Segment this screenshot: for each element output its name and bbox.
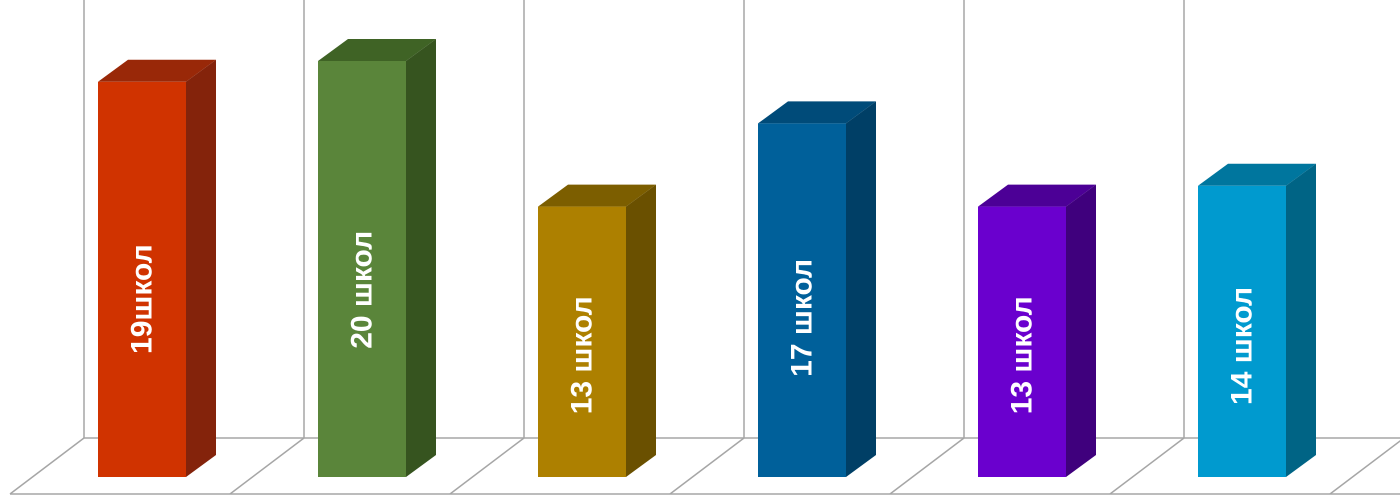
- bar-top-face: [758, 101, 876, 124]
- floor-gridline: [229, 437, 305, 495]
- bar-top-face: [98, 59, 216, 82]
- bar-front-face: [1198, 185, 1286, 478]
- floor-gridline: [1109, 437, 1185, 495]
- floor-gridline: [9, 437, 85, 495]
- bar-data-label: 17 школ: [786, 259, 819, 377]
- bar-front-face: [98, 81, 186, 478]
- bar-data-label: 20 школ: [346, 231, 379, 349]
- floor-gridline: [669, 437, 745, 495]
- bars-layer: 19школ 20 школ 13 школ 17 школ 13 школ 14 шко…: [98, 39, 1316, 478]
- bar-data-label: 13 школ: [1006, 296, 1039, 414]
- bar-side-face: [1066, 184, 1096, 477]
- bar: 20 школ: [318, 39, 436, 477]
- bar: 13 школ: [978, 184, 1096, 477]
- bar-data-label: 13 школ: [566, 296, 599, 414]
- floor-gridline: [1329, 440, 1400, 495]
- bar-front-face: [978, 206, 1066, 477]
- bar-top-face: [978, 184, 1096, 207]
- grid-layer: [9, 0, 1400, 495]
- floor-gridline: [449, 437, 525, 495]
- bar-side-face: [626, 184, 656, 477]
- bar: 14 школ: [1198, 163, 1316, 478]
- bar-side-face: [846, 101, 876, 478]
- bar-side-face: [1286, 163, 1316, 478]
- bar-top-face: [1198, 163, 1316, 186]
- bar-front-face: [758, 123, 846, 478]
- bar-top-face: [318, 39, 436, 61]
- bar-side-face: [406, 39, 436, 477]
- bar-data-label: 19школ: [126, 244, 159, 354]
- floor-gridline: [889, 437, 965, 495]
- bar-top-face: [538, 184, 656, 207]
- bar: 17 школ: [758, 101, 876, 478]
- bar: 19школ: [98, 59, 216, 478]
- bar-front-face: [318, 61, 406, 477]
- bar-data-label: 14 школ: [1226, 287, 1259, 405]
- bar-side-face: [186, 59, 216, 478]
- bar: 13 школ: [538, 184, 656, 477]
- bar-front-face: [538, 206, 626, 477]
